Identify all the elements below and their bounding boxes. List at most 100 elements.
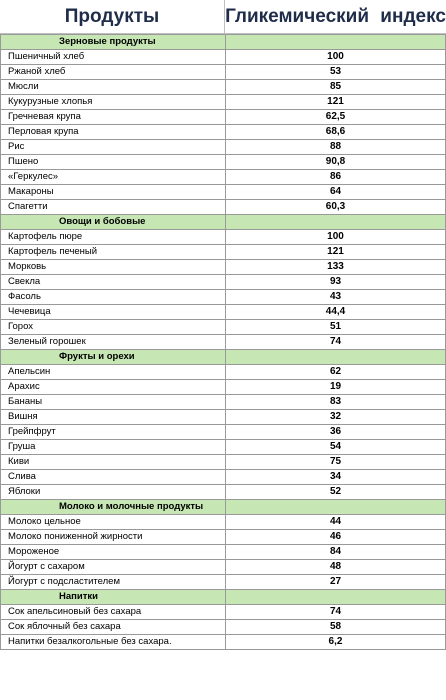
gi-value: 46 [225,529,446,545]
product-name: Груша [0,439,226,455]
table-row: Кукурузные хлопья 121 [0,94,446,110]
category-row: Зерновые продукты [0,34,446,50]
table-row: Арахис 19 [0,379,446,395]
gi-value: 52 [225,484,446,500]
table-row: Ржаной хлеб 53 [0,64,446,80]
gi-value: 48 [225,559,446,575]
gi-value: 86 [225,169,446,185]
product-name: Кукурузные хлопья [0,94,226,110]
table-row: Напитки безалкогольные без сахара. 6,2 [0,634,446,650]
table-row: Картофель печеный 121 [0,244,446,260]
category-row: Овощи и бобовые [0,214,446,230]
product-name: Пшено [0,154,226,170]
table-row: Гречневая крупа 62,5 [0,109,446,125]
gi-column-header: Гликемический индекс [225,5,446,27]
table-row: «Геркулес» 86 [0,169,446,185]
product-name: Апельсин [0,364,226,380]
category-value-cell [225,499,446,515]
table-row: Йогурт с подсластителем 27 [0,574,446,590]
product-name: «Геркулес» [0,169,226,185]
category-label: Зерновые продукты [0,34,226,50]
gi-value: 83 [225,394,446,410]
gi-value: 75 [225,454,446,470]
table-row: Молоко цельное 44 [0,514,446,530]
category-label: Молоко и молочные продукты [0,499,226,515]
table-row: Мюсли 85 [0,79,446,95]
gi-value: 74 [225,604,446,620]
product-name: Зеленый горошек [0,334,226,350]
gi-value: 121 [225,94,446,110]
product-name: Бананы [0,394,226,410]
product-name: Напитки безалкогольные без сахара. [0,634,226,650]
category-label: Напитки [0,589,226,605]
gi-value: 36 [225,424,446,440]
product-name: Сок яблочный без сахара [0,619,226,635]
table-row: Пшено 90,8 [0,154,446,170]
category-row: Молоко и молочные продукты [0,499,446,515]
category-value-cell [225,34,446,50]
gi-value: 88 [225,139,446,155]
table-row: Горох 51 [0,319,446,335]
product-name: Вишня [0,409,226,425]
category-value-cell [225,214,446,230]
product-name: Рис [0,139,226,155]
gi-table: Зерновые продукты Пшеничный хлеб 100 Ржаной… [0,34,446,650]
gi-value: 6,2 [225,634,446,650]
category-value-cell [225,349,446,365]
category-value-cell [225,589,446,605]
gi-value: 93 [225,274,446,290]
product-name: Мороженое [0,544,226,560]
product-name: Сок апельсиновый без сахара [0,604,226,620]
product-name: Йогурт с подсластителем [0,574,226,590]
table-row: Рис 88 [0,139,446,155]
table-row: Апельсин 62 [0,364,446,380]
gi-value: 51 [225,319,446,335]
gi-value: 84 [225,544,446,560]
table-row: Вишня 32 [0,409,446,425]
product-name: Картофель пюре [0,229,226,245]
table-row: Свекла 93 [0,274,446,290]
product-name: Киви [0,454,226,470]
product-name: Фасоль [0,289,226,305]
gi-value: 62,5 [225,109,446,125]
product-name: Яблоки [0,484,226,500]
gi-value: 60,3 [225,199,446,215]
products-column-header: Продукты [0,0,225,33]
product-name: Спагетти [0,199,226,215]
product-name: Свекла [0,274,226,290]
table-row: Зеленый горошек 74 [0,334,446,350]
gi-value: 34 [225,469,446,485]
gi-value: 90,8 [225,154,446,170]
table-row: Молоко пониженной жирности 46 [0,529,446,545]
gi-value: 19 [225,379,446,395]
product-name: Арахис [0,379,226,395]
gi-value: 100 [225,49,446,65]
product-name: Молоко цельное [0,514,226,530]
table-row: Перловая крупа 68,6 [0,124,446,140]
gi-table-body: Зерновые продукты Пшеничный хлеб 100 Ржаной… [0,34,446,650]
category-row: Фрукты и орехи [0,349,446,365]
gi-value: 121 [225,244,446,260]
product-name: Макароны [0,184,226,200]
table-header: Продукты Гликемический индекс [0,0,446,34]
gi-value: 44 [225,514,446,530]
gi-value: 74 [225,334,446,350]
product-name: Грейпфрут [0,424,226,440]
gi-value: 68,6 [225,124,446,140]
table-row: Фасоль 43 [0,289,446,305]
product-name: Картофель печеный [0,244,226,260]
gi-value: 85 [225,79,446,95]
product-name: Слива [0,469,226,485]
gi-value: 58 [225,619,446,635]
gi-value: 53 [225,64,446,80]
category-label: Овощи и бобовые [0,214,226,230]
table-row: Картофель пюре 100 [0,229,446,245]
category-row: Напитки [0,589,446,605]
product-name: Йогурт с сахаром [0,559,226,575]
product-name: Ржаной хлеб [0,64,226,80]
product-name: Чечевица [0,304,226,320]
table-row: Мороженое 84 [0,544,446,560]
gi-value: 54 [225,439,446,455]
table-row: Яблоки 52 [0,484,446,500]
